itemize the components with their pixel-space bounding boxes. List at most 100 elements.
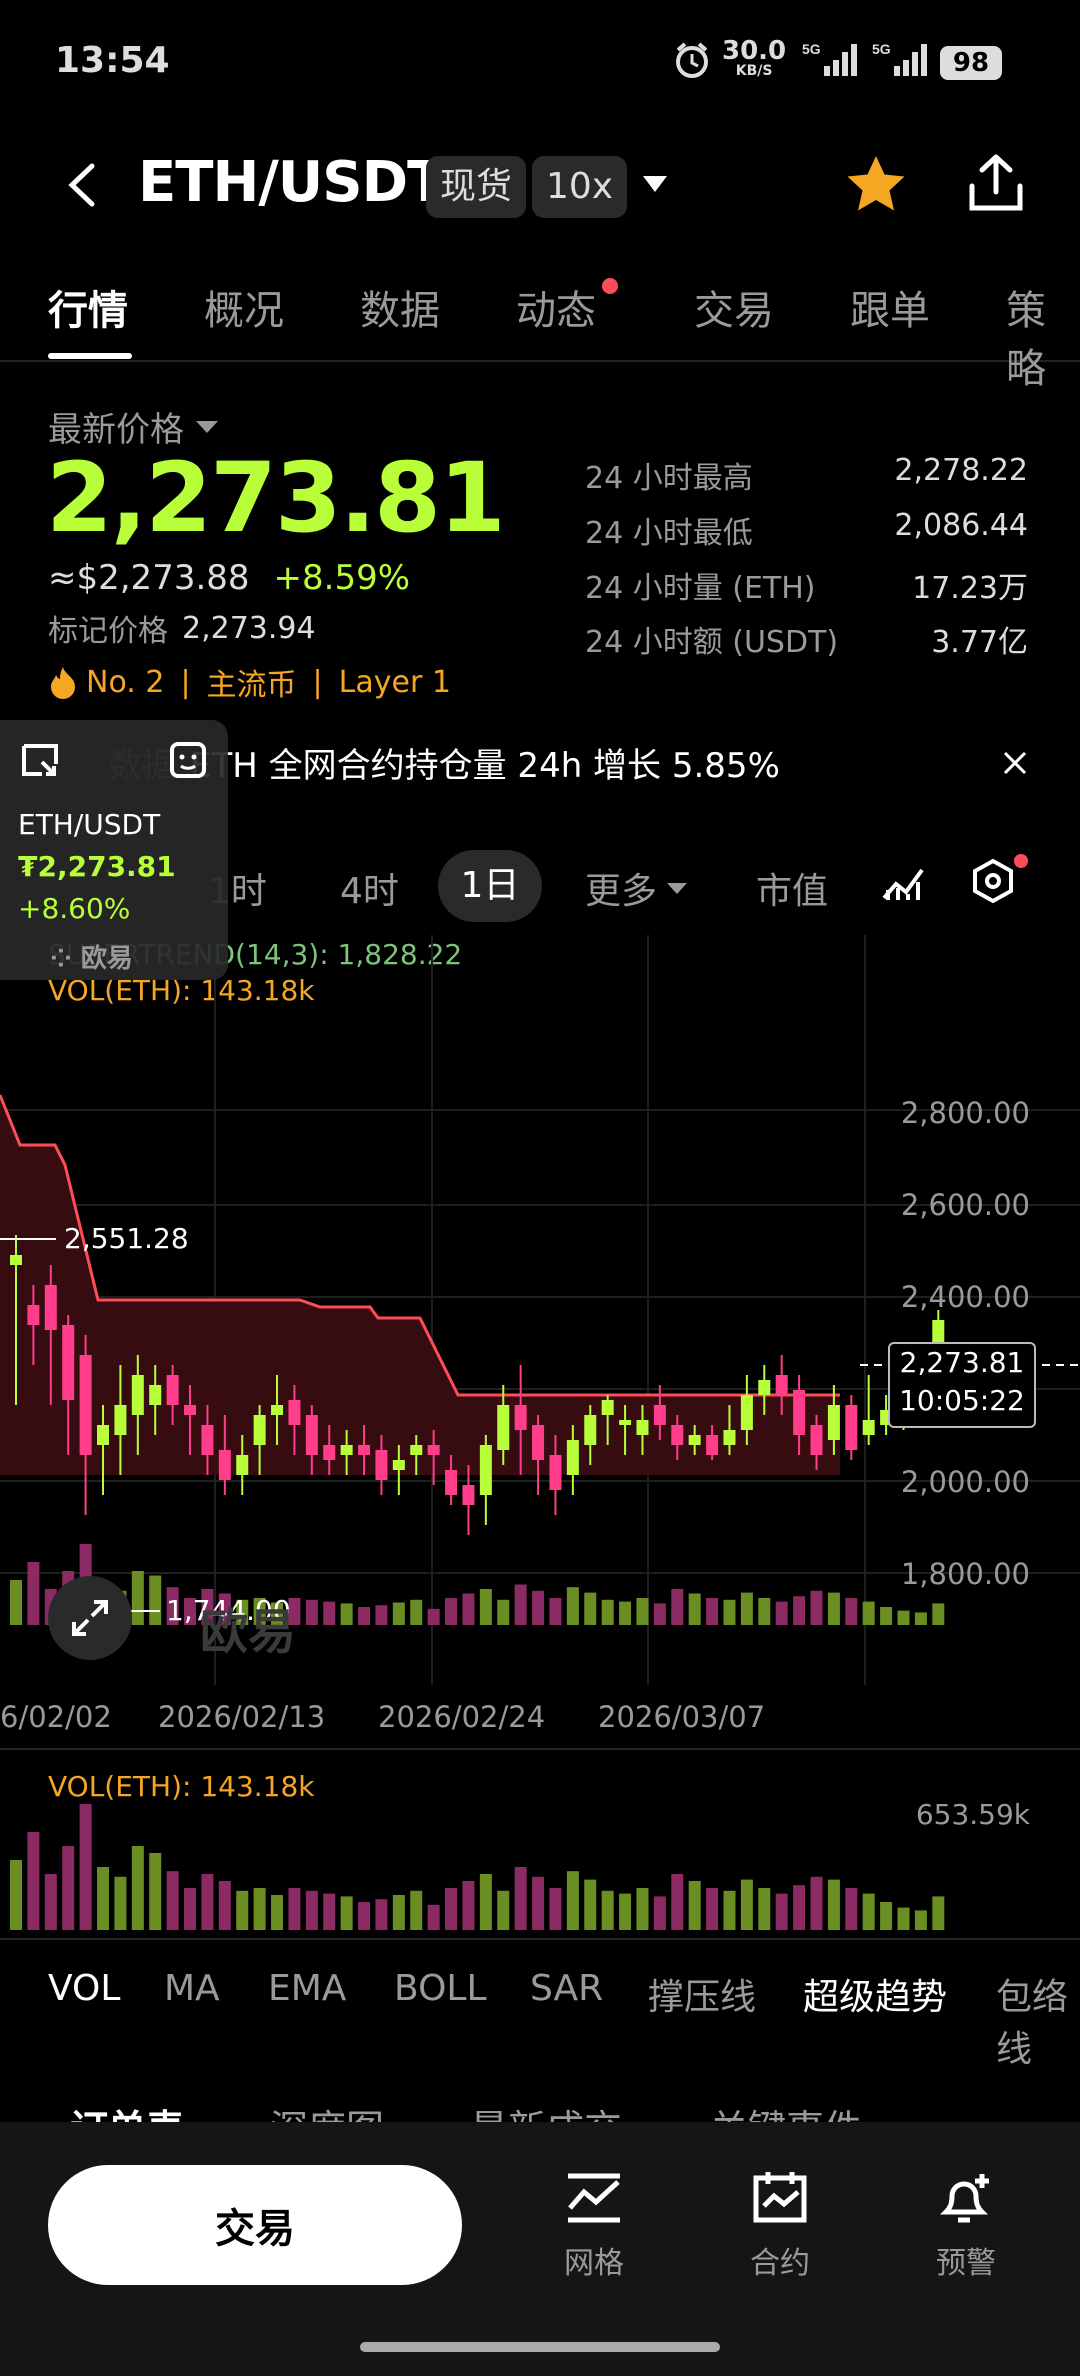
volume-bar [862, 1601, 875, 1625]
candlestick-chart[interactable] [0, 935, 1080, 1685]
tab-market[interactable]: 行情 [48, 288, 128, 334]
indicator-boll[interactable]: BOLL [394, 1968, 487, 2009]
date-label: 2026/02/13 [158, 1700, 326, 1734]
candle-body [845, 1405, 858, 1450]
market-cap-toggle[interactable]: 市值 [756, 871, 829, 912]
volume-bar [288, 1598, 301, 1625]
candle-body [62, 1325, 75, 1400]
timeframe-4h[interactable]: 4时 [340, 871, 399, 912]
volume-bar [775, 1601, 788, 1625]
tab-trade[interactable]: 交易 [694, 288, 774, 334]
volume-bar [584, 1879, 597, 1930]
grid-button[interactable]: 网格 [534, 2170, 654, 2282]
volume-bar [410, 1599, 423, 1625]
clock: 13:54 [55, 40, 170, 81]
stat-value: 3.77亿 [931, 625, 1028, 660]
tab-strategy[interactable]: 策略 [1006, 288, 1046, 392]
indicator-ema[interactable]: EMA [268, 1968, 347, 2009]
supertrend-fill [0, 1095, 840, 1475]
volume-bar [62, 1846, 75, 1930]
price-axis-label: 2,600.00 [900, 1188, 1030, 1222]
volume-bar [427, 1904, 440, 1930]
candle-body [201, 1425, 214, 1455]
volume-bar [619, 1893, 632, 1930]
volume-bar [740, 1879, 753, 1930]
volume-bar [880, 1902, 893, 1930]
candle-body [305, 1415, 318, 1455]
volume-bar [131, 1571, 144, 1625]
indicator-vol[interactable]: VOL [48, 1968, 121, 2009]
volume-bar [601, 1599, 614, 1625]
volume-bar [758, 1888, 771, 1930]
indicator-ma[interactable]: MA [164, 1968, 220, 2009]
latest-price-selector[interactable]: 最新价格 [48, 402, 220, 451]
timeframe-more[interactable]: 更多 [585, 862, 689, 914]
candle-body [27, 1305, 40, 1325]
date-label: 6/02/02 [0, 1700, 112, 1734]
volume-bar [671, 1589, 684, 1625]
volume-bar [10, 1860, 22, 1930]
chart-watermark: 欧易 [200, 1604, 297, 1660]
stat-label: 24 小时额 (USDT) [585, 625, 839, 660]
volume-bar [201, 1874, 214, 1930]
price-change: +8.59% [273, 558, 411, 598]
volume-bar [218, 1593, 231, 1625]
volume-bar [880, 1607, 893, 1625]
candle-body [392, 1460, 405, 1470]
volume-bar [166, 1587, 179, 1625]
volume-bar [340, 1603, 353, 1625]
contract-button[interactable]: 合约 [720, 2170, 840, 2282]
rank-tag[interactable]: No. 2 [86, 664, 165, 700]
expand-chart-button[interactable] [48, 1576, 132, 1660]
volume-bar [653, 1896, 666, 1930]
trade-button[interactable]: 交易 [48, 2165, 462, 2285]
pair-dropdown-icon[interactable] [640, 172, 670, 200]
share-icon[interactable] [964, 152, 1028, 220]
candle-body [758, 1380, 771, 1395]
notification-dot [602, 278, 618, 294]
volume-bar [532, 1590, 545, 1625]
candle-body [862, 1420, 875, 1435]
face-icon[interactable] [168, 740, 208, 780]
indicator-supertrend[interactable]: 超级趋势 [803, 1977, 948, 2018]
volume-bar [549, 1598, 562, 1625]
volume-bar [462, 1881, 475, 1930]
volume-bar [462, 1593, 475, 1625]
back-icon[interactable] [62, 160, 102, 214]
volume-bar [358, 1902, 371, 1930]
volume-bar [514, 1584, 527, 1625]
indicator-support-resistance[interactable]: 撑压线 [648, 1977, 757, 2018]
volume-bar [740, 1592, 753, 1625]
candle-body [288, 1400, 301, 1425]
date-label: 2026/03/07 [598, 1700, 766, 1734]
volume-chart [10, 1804, 945, 1930]
tab-data[interactable]: 数据 [360, 288, 440, 334]
volume-bar [862, 1893, 875, 1930]
star-icon[interactable] [844, 152, 908, 220]
settings-icon[interactable] [970, 858, 1016, 908]
volume-bar [601, 1890, 614, 1930]
indicator-envelope[interactable]: 包络线 [996, 1977, 1069, 2070]
volume-bar [323, 1601, 336, 1625]
timeframe-1d[interactable]: 1日 [438, 850, 542, 922]
volume-bar [166, 1871, 179, 1930]
volume-bar [636, 1598, 649, 1625]
picture-in-picture-icon[interactable] [20, 740, 60, 780]
notification-dot [1014, 854, 1028, 868]
indicator-sar[interactable]: SAR [530, 1968, 604, 2009]
volume-bar [932, 1603, 945, 1625]
volume-bar [271, 1602, 284, 1625]
volume-bar [688, 1881, 701, 1930]
floating-price-widget[interactable]: ETH/USDT ₮2,273.81 +8.60% ⁘ 欧易 [0, 720, 228, 980]
layer-tag[interactable]: Layer 1 [338, 664, 451, 700]
category-tag[interactable]: 主流币 [206, 668, 297, 703]
tab-news[interactable]: 动态 [516, 288, 596, 334]
candle-body [653, 1405, 666, 1425]
chart-type-icon[interactable] [880, 858, 926, 908]
alert-button[interactable]: 预警 [906, 2170, 1026, 2282]
tab-copy[interactable]: 跟单 [850, 288, 930, 334]
pair-title[interactable]: ETH/USDT [138, 150, 445, 215]
tab-overview[interactable]: 概况 [204, 288, 284, 334]
close-icon[interactable] [1000, 748, 1030, 782]
volume-bar [584, 1592, 597, 1625]
